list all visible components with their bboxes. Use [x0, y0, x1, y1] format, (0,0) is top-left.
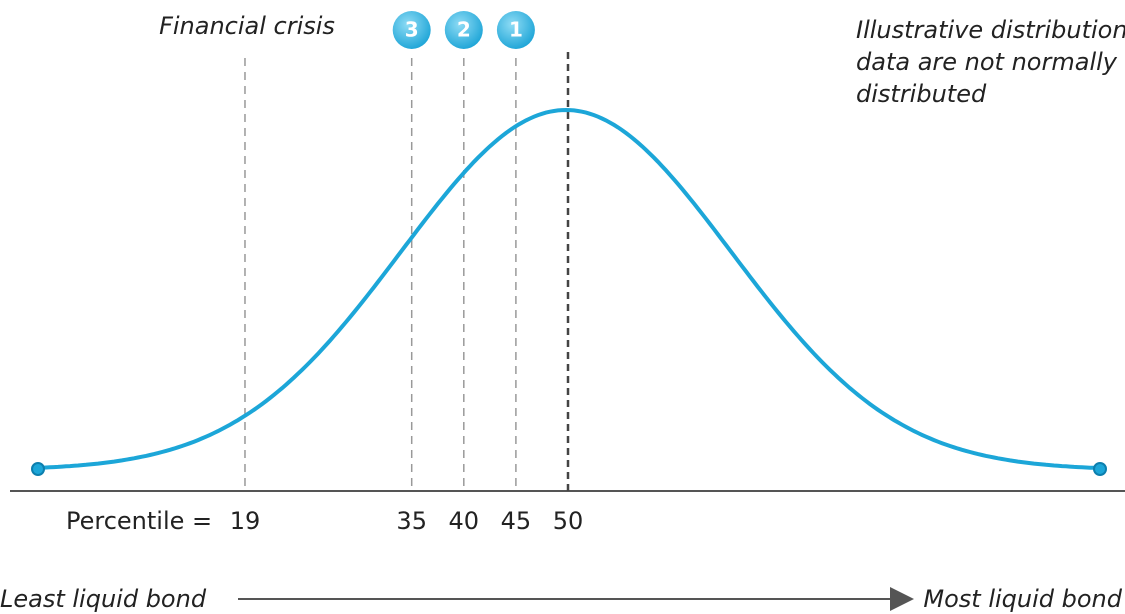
curve-end [1093, 462, 1107, 476]
percentile-value: 35 [396, 507, 427, 535]
badge-label: 1 [509, 18, 523, 42]
note-line: data are not normally [856, 48, 1118, 76]
badge [392, 11, 431, 49]
markers: 19 35 3 40 2 45 1 50 [230, 11, 584, 535]
percentile-value: 45 [501, 507, 532, 535]
curve [37, 107, 1099, 470]
crisis-label: Financial crisis [159, 12, 335, 40]
badge [496, 11, 535, 49]
axis-left-label: Least liquid bond [0, 585, 207, 613]
badge [444, 11, 483, 49]
badge-label: 3 [405, 18, 419, 42]
percentile-value: 40 [449, 507, 480, 535]
curve-end [31, 462, 45, 476]
percentile-label: Percentile = [66, 507, 212, 535]
percentile-value: 19 [230, 507, 261, 535]
badge-label: 2 [457, 18, 471, 42]
axis-right-label: Most liquid bond [923, 585, 1122, 613]
note-line: Illustrative distribution, [856, 16, 1125, 44]
percentile-value: 50 [553, 507, 584, 535]
note-line: distributed [856, 80, 987, 108]
